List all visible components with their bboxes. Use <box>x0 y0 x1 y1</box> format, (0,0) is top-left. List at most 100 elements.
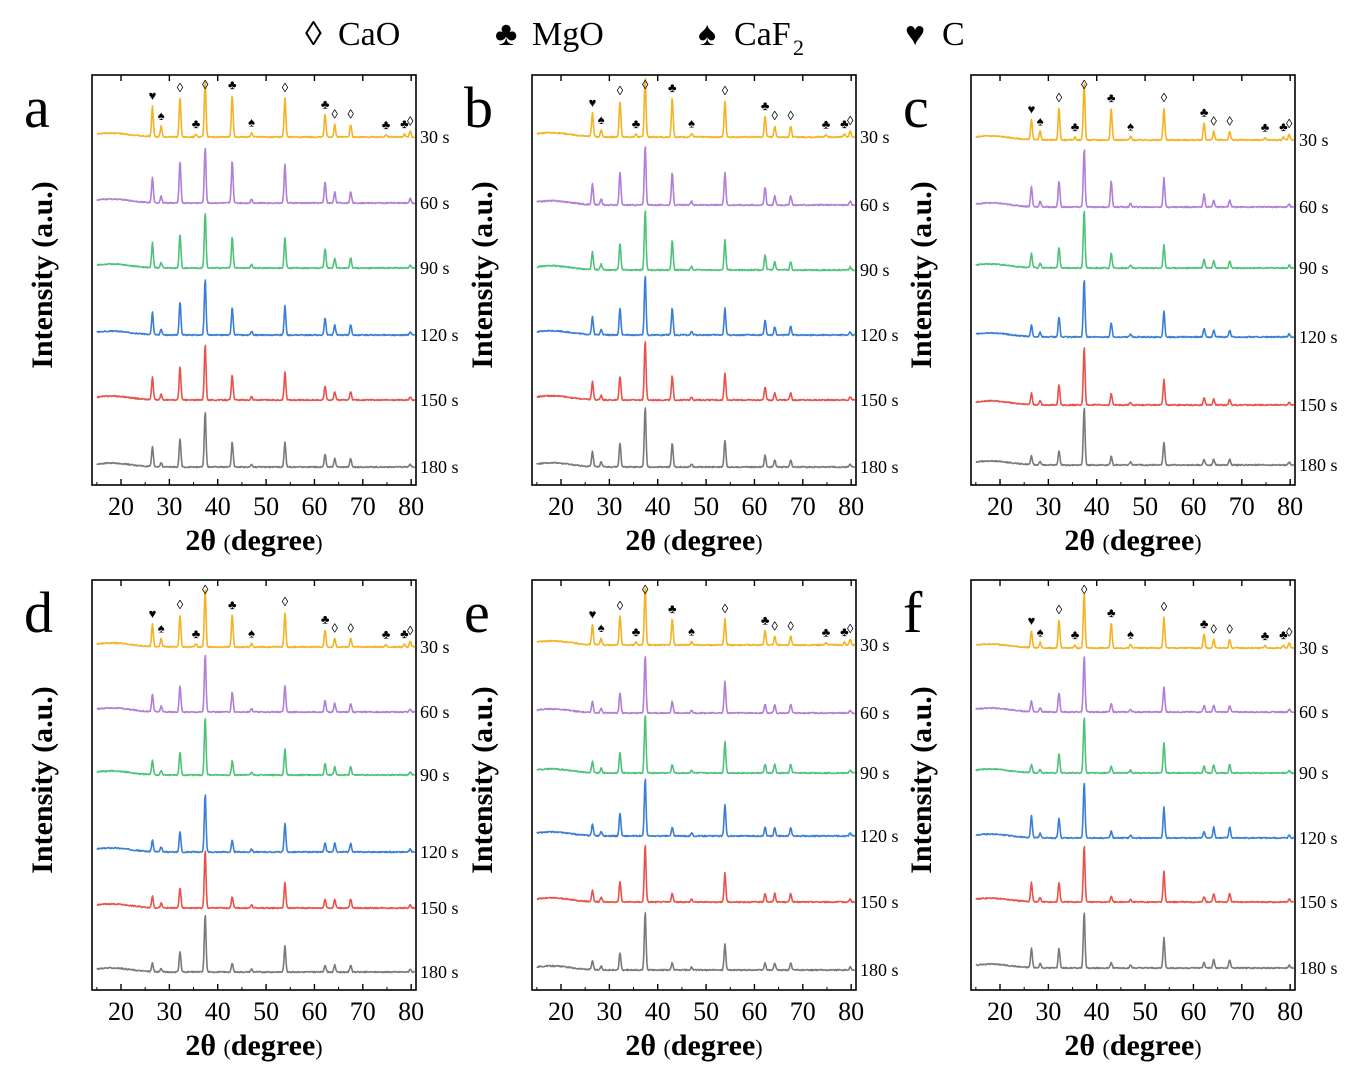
legend-item-c: ♥ C <box>905 16 965 53</box>
trace-90-s <box>975 210 1295 270</box>
phase-marker: ♠ <box>1127 119 1134 134</box>
panel-letter: c <box>903 75 929 140</box>
trace-180-s <box>536 912 856 972</box>
x-tick-label: 40 <box>205 997 231 1026</box>
trace-90-s <box>536 210 856 272</box>
series-label-150-s: 150 s <box>420 390 459 410</box>
trace-60-s <box>536 656 856 715</box>
x-tick-label: 50 <box>693 997 719 1026</box>
y-axis-label: Intensity (a.u.) <box>466 181 499 369</box>
series-label-60-s: 60 s <box>420 193 450 213</box>
trace-60-s <box>96 654 416 714</box>
x-tick-label: 20 <box>548 492 574 521</box>
phase-marker: ♠ <box>158 108 165 123</box>
plot-frame <box>531 579 857 991</box>
series-label-30-s: 30 s <box>420 637 450 657</box>
trace-30-s <box>96 589 416 649</box>
phase-marker: ♣ <box>1279 627 1288 642</box>
phase-marker: ◊ <box>847 113 854 128</box>
plot-frame <box>91 74 417 486</box>
x-axis-label: 2θ (degree) <box>1064 1029 1201 1062</box>
x-tick-label: 60 <box>1180 492 1206 521</box>
series-label-90-s: 90 s <box>860 763 890 783</box>
series-label-180-s: 180 s <box>860 457 899 477</box>
panel-c: c 20 30 40 50 60 70 80 2θ (degree) Intensity (a.u… <box>903 74 1338 557</box>
y-axis-label: Intensity (a.u.) <box>26 686 59 874</box>
series-label-120-s: 120 s <box>1299 327 1338 347</box>
x-axis-symbol: 2θ <box>625 1029 663 1062</box>
phase-marker: ◊ <box>407 623 414 638</box>
phase-marker: ◊ <box>617 598 624 613</box>
x-tick-label: 30 <box>1035 492 1061 521</box>
phase-marker: ◊ <box>847 621 854 636</box>
y-axis-label: Intensity (a.u.) <box>466 686 499 874</box>
legend-label-cao: CaO <box>338 16 400 53</box>
phase-marker: ♣ <box>668 80 677 95</box>
series-label-120-s: 120 s <box>860 325 899 345</box>
legend-label-caf2-subscript: 2 <box>793 35 804 60</box>
trace-60-s <box>975 656 1295 714</box>
phase-marker: ♠ <box>598 620 605 635</box>
x-tick-label: 80 <box>1277 492 1303 521</box>
trace-60-s <box>975 149 1295 209</box>
phase-marker: ◊ <box>722 601 729 616</box>
phase-marker: ◊ <box>772 618 779 633</box>
club-icon: ♣ <box>495 16 517 53</box>
phase-marker: ♠ <box>1037 624 1044 639</box>
trace-120-s <box>536 778 856 838</box>
phase-marker: ♥ <box>149 88 157 103</box>
x-axis-unit: (degree) <box>664 1029 763 1062</box>
panel-f: f 20 30 40 50 60 70 80 2θ (degree) Intensity (a.u… <box>903 579 1338 1062</box>
trace-60-s <box>536 146 856 207</box>
trace-30-s <box>536 587 856 647</box>
phase-marker: ♣ <box>321 612 330 627</box>
trace-90-s <box>96 213 416 270</box>
phase-marker: ♣ <box>1200 616 1209 631</box>
phase-marker: ◊ <box>1286 116 1293 131</box>
x-tick-label: 70 <box>790 492 816 521</box>
phase-marker: ♥ <box>1028 613 1036 628</box>
phase-marker: ♣ <box>228 77 237 92</box>
series-label-180-s: 180 s <box>420 962 459 982</box>
panel-letter: e <box>464 580 490 645</box>
legend-item-cao: ◊ CaO <box>305 16 400 53</box>
phase-marker: ♣ <box>1107 90 1116 105</box>
trace-150-s <box>536 844 856 904</box>
legend: ◊ CaO ♣ MgO ♠ CaF 2 ♥ C <box>305 16 965 60</box>
x-axis-unit: (degree) <box>1103 1029 1202 1062</box>
x-tick-label: 50 <box>253 492 279 521</box>
phase-marker: ♠ <box>248 115 255 130</box>
trace-120-s <box>96 279 416 337</box>
phase-marker: ♣ <box>1279 119 1288 134</box>
phase-marker: ◊ <box>1056 90 1063 105</box>
x-tick-label: 20 <box>548 997 574 1026</box>
x-tick-label: 30 <box>156 492 182 521</box>
phase-marker: ♣ <box>1261 628 1270 643</box>
phase-marker: ◊ <box>787 618 794 633</box>
panel-b: b 20 30 40 50 60 70 80 2θ (degree) Intensity (a.u… <box>464 74 899 557</box>
series-label-60-s: 60 s <box>420 702 450 722</box>
phase-marker: ♠ <box>1037 113 1044 128</box>
phase-marker: ◊ <box>282 80 289 95</box>
y-axis-label: Intensity (a.u.) <box>26 181 59 369</box>
x-tick-label: 80 <box>838 997 864 1026</box>
phase-marker: ◊ <box>1226 622 1233 637</box>
series-label-150-s: 150 s <box>420 898 459 918</box>
series-label-30-s: 30 s <box>1299 130 1329 150</box>
phase-marker: ♣ <box>632 116 641 131</box>
x-axis-symbol: 2θ <box>1064 1029 1102 1062</box>
x-tick-label: 80 <box>398 492 424 521</box>
phase-marker: ♣ <box>382 117 391 132</box>
x-tick-label: 70 <box>1229 492 1255 521</box>
phase-marker: ◊ <box>407 113 414 128</box>
series-label-120-s: 120 s <box>860 826 899 846</box>
phase-marker: ♣ <box>321 97 330 112</box>
phase-marker: ◊ <box>1081 77 1088 92</box>
phase-marker: ♣ <box>1107 605 1116 620</box>
phase-marker: ◊ <box>617 83 624 98</box>
trace-60-s <box>96 147 416 205</box>
spade-icon: ♠ <box>698 16 716 53</box>
phase-marker: ◊ <box>202 77 209 92</box>
phase-marker: ♣ <box>761 98 770 113</box>
